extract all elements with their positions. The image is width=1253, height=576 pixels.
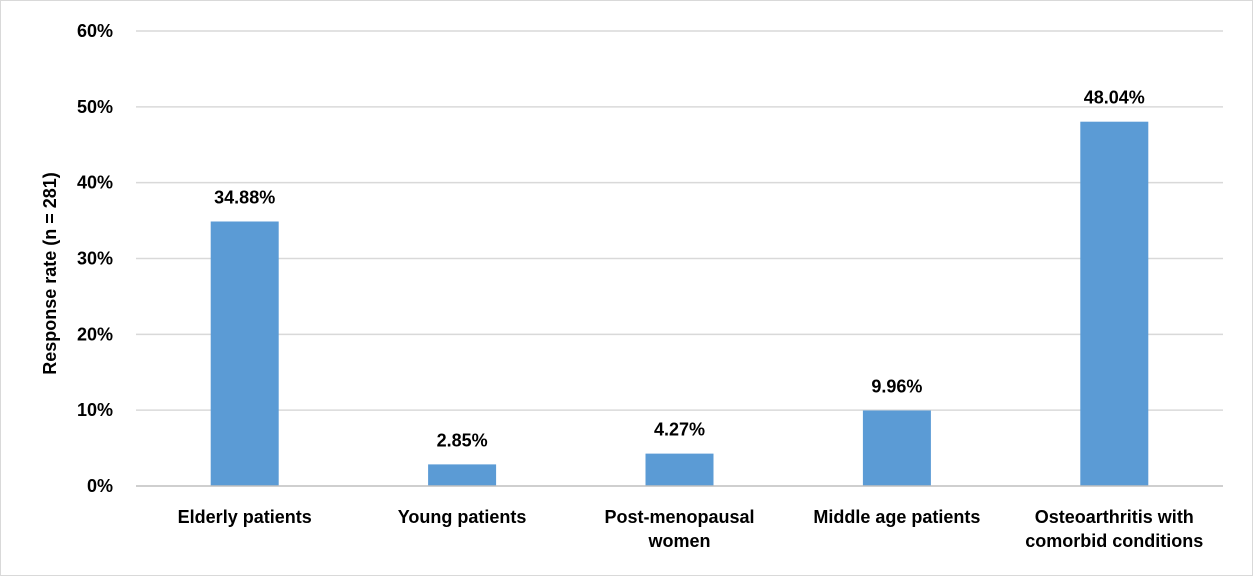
- y-axis-label: Response rate (n = 281): [40, 172, 60, 375]
- category-label: Young patients: [398, 507, 527, 527]
- data-label: 48.04%: [1084, 88, 1145, 108]
- category-label: Elderly patients: [178, 507, 312, 527]
- y-tick-label: 30%: [77, 249, 113, 269]
- bars: [210, 121, 1149, 487]
- gridlines: [136, 30, 1223, 411]
- data-label: 2.85%: [437, 430, 488, 450]
- category-labels: Elderly patients Young patients Post-menop…: [178, 507, 1204, 551]
- bar: [645, 453, 714, 486]
- y-tick-label: 60%: [77, 21, 113, 41]
- y-tick-labels: 0% 10% 20% 30% 40% 50% 60%: [77, 21, 113, 496]
- y-tick-label: 10%: [77, 400, 113, 420]
- data-label: 4.27%: [654, 420, 705, 440]
- data-label: 34.88%: [214, 187, 275, 207]
- category-label: Middle age patients: [813, 507, 980, 527]
- y-tick-label: 0%: [87, 476, 113, 496]
- data-labels: 34.88% 2.85% 4.27% 9.96% 48.04%: [214, 88, 1145, 451]
- bar: [210, 221, 279, 486]
- category-label: Osteoarthritis with comorbid conditions: [1025, 507, 1203, 551]
- y-tick-label: 50%: [77, 97, 113, 117]
- y-tick-label: 20%: [77, 324, 113, 344]
- category-label: Post-menopausal women: [604, 507, 754, 551]
- bar: [428, 464, 497, 486]
- bar: [862, 410, 931, 486]
- y-tick-label: 40%: [77, 173, 113, 193]
- bar: [1080, 121, 1149, 487]
- data-label: 9.96%: [871, 376, 922, 396]
